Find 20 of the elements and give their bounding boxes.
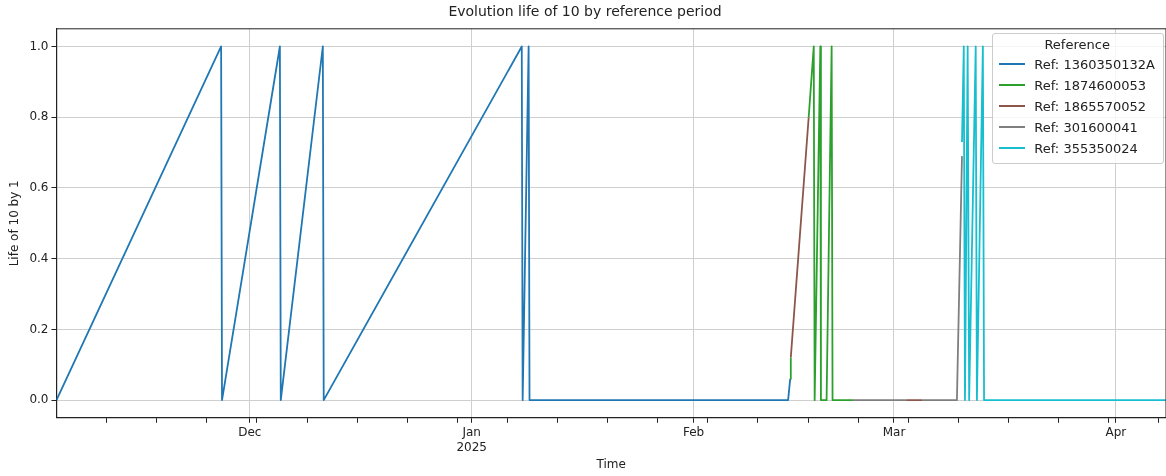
x-tick-label: Jan 2025: [456, 425, 487, 454]
legend-label: Ref: 1874600053: [1034, 77, 1147, 93]
legend-label: Ref: 355350024: [1034, 140, 1138, 156]
legend-title: Reference: [1043, 36, 1111, 52]
y-tick-label: 1.0: [29, 38, 49, 53]
y-tick-label: 0.4: [29, 250, 49, 265]
legend-label: Ref: 301600041: [1034, 119, 1138, 135]
x-tick-label: Dec: [238, 425, 262, 440]
y-axis-title: Life of 10 by 1: [7, 180, 22, 267]
legend-label: Ref: 1360350132A: [1034, 56, 1155, 72]
x-tick-label: Feb: [682, 425, 705, 440]
chart-title: Evolution life of 10 by reference period: [448, 3, 722, 20]
y-tick-label: 0.2: [29, 321, 49, 336]
x-tick-label: Apr: [1105, 425, 1127, 440]
legend-label: Ref: 1865570052: [1034, 98, 1147, 114]
y-tick-label: 0.8: [29, 109, 49, 124]
y-tick-label: 0.6: [29, 180, 49, 195]
x-axis-title: Time: [595, 456, 626, 471]
x-tick-label: Mar: [882, 425, 906, 440]
y-tick-label: 0.0: [29, 392, 49, 407]
